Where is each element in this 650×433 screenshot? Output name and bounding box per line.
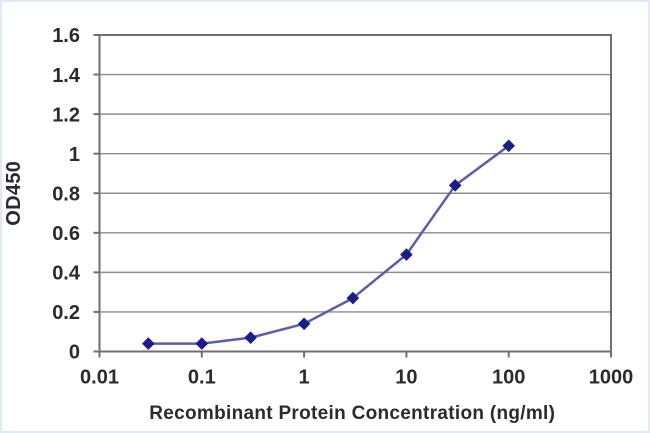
data-point-marker: [502, 139, 516, 153]
label-layer: 0 0.2 0.4 0.6 0.8 1 1.2 1.4 1.6 0.01 0.1 1 10 100 1000: [52, 25, 633, 388]
data-point-marker: [297, 317, 311, 331]
plot-frame: [98, 34, 612, 353]
tick-layer: [93, 34, 612, 358]
y-axis-title: OD450: [3, 161, 25, 226]
y-tick-label: 0.4: [52, 263, 81, 285]
y-tick-label: 1.6: [52, 25, 80, 47]
x-tick-label: 1: [299, 367, 310, 389]
y-tick-label: 0.8: [52, 183, 80, 205]
data-point-marker: [346, 291, 360, 305]
data-point-marker: [448, 179, 462, 192]
grid-layer: [99, 73, 611, 313]
y-tick-label: 1.4: [52, 65, 81, 87]
series-layer: [142, 139, 516, 350]
x-axis-title: Recombinant Protein Concentration (ng/ml…: [149, 403, 555, 424]
x-tick-label: 1000: [589, 367, 634, 389]
x-tick-label: 0.01: [80, 367, 119, 389]
x-tick-label: 10: [395, 367, 417, 389]
data-point-marker: [142, 337, 155, 350]
y-tick-label: 0: [69, 342, 80, 364]
data-point-marker: [195, 337, 209, 350]
series-line: [147, 144, 510, 345]
data-point-marker: [400, 248, 413, 261]
x-tick-label: 0.1: [188, 367, 216, 389]
y-tick-label: 0.6: [52, 223, 80, 245]
x-tick-label: 100: [492, 367, 525, 389]
y-tick-label: 1.2: [52, 104, 80, 126]
y-tick-label: 1: [69, 144, 80, 166]
data-point-marker: [244, 331, 257, 344]
y-tick-label: 0.2: [52, 302, 80, 324]
